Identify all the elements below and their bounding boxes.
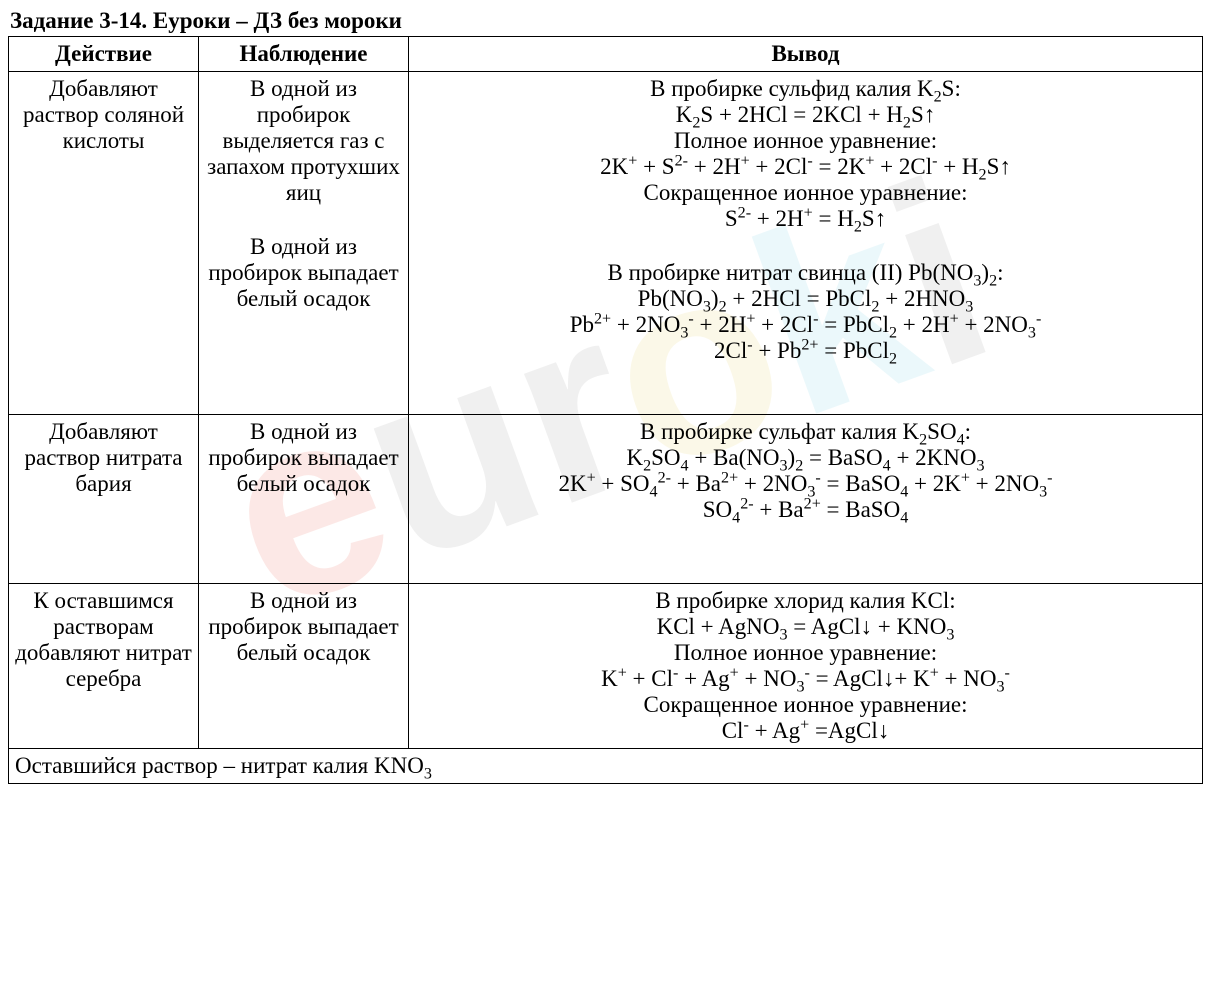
conclusion-block: В пробирке нитрат свинца (II) Pb(NO3)2: … [415, 260, 1196, 364]
observation-block: В одной из пробирок выделяется газ с зап… [205, 76, 402, 206]
header-conclusion: Вывод [409, 37, 1203, 72]
table-header-row: Действие Наблюдение Вывод [9, 37, 1203, 72]
equation-label: Полное ионное уравнение: [415, 128, 1196, 154]
cell-conclusion: В пробирке сульфат калия K2SO4: K2SO4 + … [409, 415, 1203, 584]
equation: Pb2+ + 2NO3- + 2H+ + 2Cl- = PbCl2 + 2H+ … [415, 312, 1196, 338]
equation: KCl + AgNO3 = AgCl↓ + KNO3 [415, 614, 1196, 640]
cell-action: К оставшимся растворам добавляют нитрат … [9, 584, 199, 749]
table-row: Добавляют раствор соляной кислоты В одно… [9, 72, 1203, 415]
cell-observation: В одной из пробирок выпадает белый осадо… [199, 415, 409, 584]
cell-action: Добавляют раствор нитрата бария [9, 415, 199, 584]
conclusion-block: В пробирке сульфид калия K2S: K2S + 2HCl… [415, 76, 1196, 232]
equation: S2- + 2H+ = H2S↑ [415, 206, 1196, 232]
conclusion-intro: В пробирке нитрат свинца (II) Pb(NO3)2: [415, 260, 1196, 286]
cell-conclusion: В пробирке сульфид калия K2S: K2S + 2HCl… [409, 72, 1203, 415]
cell-action: Добавляют раствор соляной кислоты [9, 72, 199, 415]
equation: Cl- + Ag+ =AgCl↓ [415, 718, 1196, 744]
equation: Pb(NO3)2 + 2HCl = PbCl2 + 2HNO3 [415, 286, 1196, 312]
equation: SO42- + Ba2+ = BaSO4 [415, 497, 1196, 523]
conclusion-intro: В пробирке сульфид калия K2S: [415, 76, 1196, 102]
cell-observation: В одной из пробирок выпадает белый осадо… [199, 584, 409, 749]
conclusion-intro: В пробирке хлорид калия KCl: [415, 588, 1196, 614]
header-observation: Наблюдение [199, 37, 409, 72]
equation: 2K+ + SO42- + Ba2+ + 2NO3- = BaSO4 + 2K+… [415, 471, 1196, 497]
conclusion-intro: В пробирке сульфат калия K2SO4: [415, 419, 1196, 445]
equation: 2K+ + S2- + 2H+ + 2Cl- = 2K+ + 2Cl- + H2… [415, 154, 1196, 180]
table-footer-row: Оставшийся раствор – нитрат калия KNO3 [9, 749, 1203, 784]
equation: K2S + 2HCl = 2KCl + H2S↑ [415, 102, 1196, 128]
chemistry-table: Действие Наблюдение Вывод Добавляют раст… [8, 36, 1203, 784]
equation: K+ + Cl- + Ag+ + NO3- = AgCl↓+ K+ + NO3- [415, 666, 1196, 692]
cell-conclusion: В пробирке хлорид калия KCl: KCl + AgNO3… [409, 584, 1203, 749]
equation: K2SO4 + Ba(NO3)2 = BaSO4 + 2KNO3 [415, 445, 1196, 471]
equation-label: Полное ионное уравнение: [415, 640, 1196, 666]
observation-block: В одной из пробирок выпадает белый осадо… [205, 234, 402, 312]
page-title: Задание 3-14. Еуроки – ДЗ без мороки [10, 8, 1203, 34]
header-action: Действие [9, 37, 199, 72]
equation-label: Сокращенное ионное уравнение: [415, 180, 1196, 206]
equation: 2Cl- + Pb2+ = PbCl2 [415, 338, 1196, 364]
footer-cell: Оставшийся раствор – нитрат калия KNO3 [9, 749, 1203, 784]
table-row: Добавляют раствор нитрата бария В одной … [9, 415, 1203, 584]
equation-label: Сокращенное ионное уравнение: [415, 692, 1196, 718]
cell-observation: В одной из пробирок выделяется газ с зап… [199, 72, 409, 415]
table-row: К оставшимся растворам добавляют нитрат … [9, 584, 1203, 749]
